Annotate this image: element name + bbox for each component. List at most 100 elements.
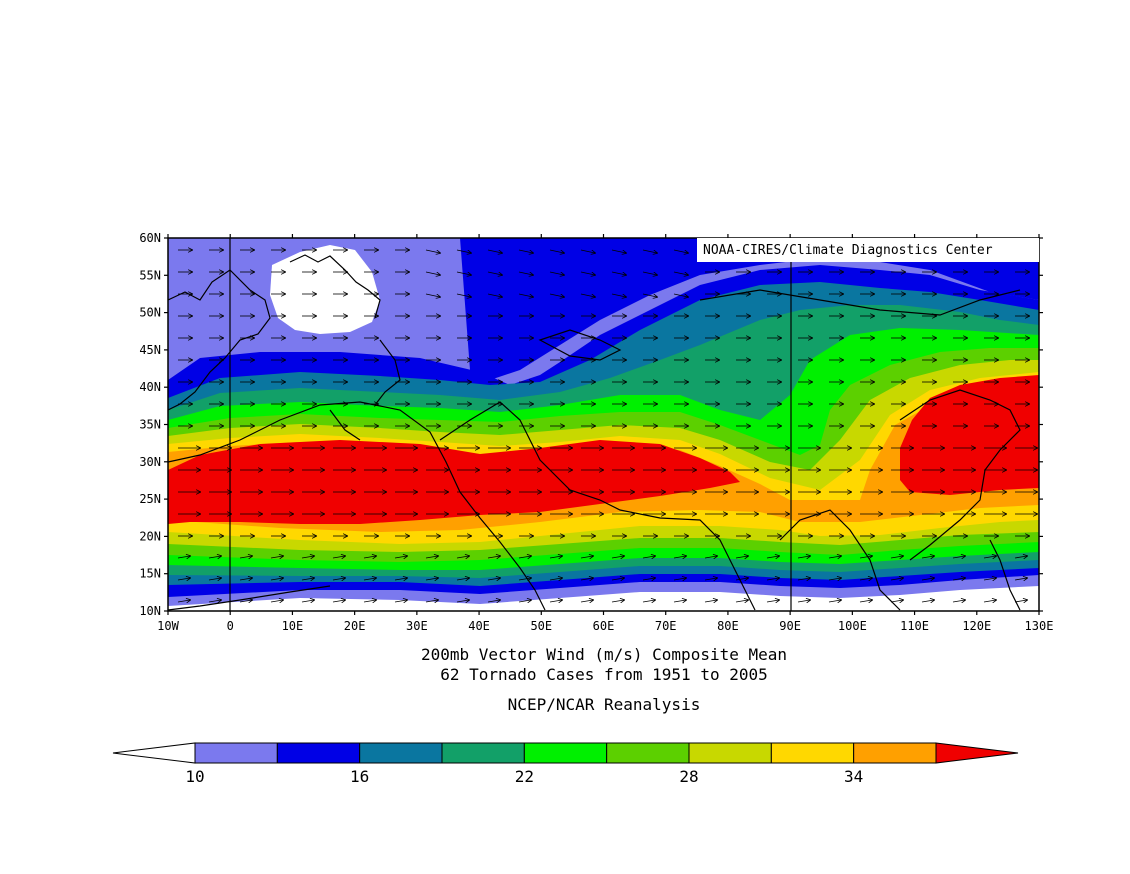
colorbar-swatch	[853, 742, 937, 764]
wind-arrow	[611, 271, 626, 275]
wind-arrow	[580, 578, 593, 580]
wind-arrow	[766, 600, 779, 602]
title-line-2: 62 Tornado Cases from 1951 to 2005	[440, 665, 768, 684]
lon-label: 40E	[468, 619, 490, 633]
wind-arrow	[425, 249, 440, 253]
wind-arrow	[487, 600, 500, 602]
wind-arrow	[270, 556, 283, 558]
lat-label: 60N	[139, 231, 161, 245]
lon-label: 120E	[962, 619, 991, 633]
wind-arrow	[921, 600, 934, 602]
wind-arrow	[549, 293, 564, 297]
wind-arrow	[208, 578, 221, 580]
wind-arrow	[301, 556, 314, 558]
lon-label: 10W	[157, 619, 179, 633]
wind-arrow	[487, 556, 500, 558]
wind-arrow	[859, 556, 872, 558]
wind-arrow	[394, 578, 407, 580]
wind-arrow	[735, 578, 748, 580]
lon-label: 80E	[717, 619, 739, 633]
lon-label: 110E	[900, 619, 929, 633]
wind-vector-arrows	[177, 249, 1037, 602]
colorbar-swatch	[688, 742, 772, 764]
wind-arrow	[890, 600, 903, 602]
wind-arrow	[828, 578, 841, 580]
wind-arrow	[704, 578, 717, 580]
wind-arrow	[363, 600, 376, 602]
wind-arrow	[766, 556, 779, 558]
wind-arrow	[518, 578, 531, 580]
wind-arrow	[890, 556, 903, 558]
wind-arrow	[456, 249, 471, 253]
wind-arrow	[611, 249, 626, 253]
colorbar-swatch	[606, 742, 690, 764]
wind-arrow	[611, 293, 626, 297]
wind-arrow	[611, 556, 624, 558]
wind-arrow	[673, 293, 688, 297]
wind-arrow	[301, 578, 314, 580]
wind-arrow	[487, 249, 502, 253]
wind-arrow	[270, 578, 283, 580]
colorbar-swatch	[194, 742, 278, 764]
wind-arrow	[797, 600, 810, 602]
wind-arrow	[611, 578, 624, 580]
wind-arrow	[952, 556, 965, 558]
latitude-axis: 60N 55N 50N 45N 40N 35N 30N 25N 20N 15N 10N	[139, 231, 1043, 618]
wind-arrow	[425, 600, 438, 602]
colorbar-label: 10	[185, 767, 204, 786]
wind-arrow	[208, 556, 221, 558]
colorbar-swatch	[523, 742, 608, 764]
wind-arrow	[177, 556, 190, 558]
wind-arrow	[425, 271, 440, 275]
wind-arrow	[704, 600, 717, 602]
wind-arrow	[332, 578, 345, 580]
wind-arrow	[673, 249, 688, 253]
wind-arrow	[456, 271, 471, 275]
wind-arrow	[456, 578, 469, 580]
wind-arrow	[673, 600, 686, 602]
wind-arrow	[673, 271, 688, 275]
wind-arrow	[983, 556, 996, 558]
wind-arrow	[301, 600, 314, 602]
wind-arrow	[797, 556, 810, 558]
wind-arrow	[332, 600, 345, 602]
lat-label: 40N	[139, 380, 161, 394]
lon-label: 100E	[838, 619, 867, 633]
lon-label: 10E	[282, 619, 304, 633]
wind-arrow	[549, 578, 562, 580]
wind-arrow	[921, 556, 934, 558]
colorbar: 10 16 22 28 34	[112, 742, 1019, 786]
credit-label: NOAA-CIRES/Climate Diagnostics Center	[703, 243, 993, 258]
colorbar-label: 16	[350, 767, 369, 786]
lat-label: 10N	[139, 604, 161, 618]
title-line-1: 200mb Vector Wind (m/s) Composite Mean	[421, 645, 787, 664]
wind-arrow	[642, 600, 655, 602]
longitude-axis: 10W 0 10E 20E 30E 40E 50E 60E 70E 80E 90E 100E 110E 1…	[157, 234, 1053, 633]
lat-label: 25N	[139, 492, 161, 506]
wind-arrow	[952, 600, 965, 602]
wind-arrow	[642, 293, 657, 297]
wind-arrow	[828, 600, 841, 602]
lat-label: 35N	[139, 418, 161, 432]
wind-arrow	[425, 578, 438, 580]
wind-arrow	[673, 556, 686, 558]
wind-arrow	[580, 271, 595, 275]
lon-label: 90E	[779, 619, 801, 633]
wind-arrow	[518, 600, 531, 602]
colorbar-swatch	[276, 742, 361, 764]
wind-arrow	[797, 578, 810, 580]
lon-label: 0	[227, 619, 234, 633]
colorbar-swatch	[359, 742, 443, 764]
wind-arrow	[177, 578, 190, 580]
wind-arrow	[487, 578, 500, 580]
lon-label: 50E	[530, 619, 552, 633]
wind-arrow	[642, 271, 657, 275]
lat-label: 55N	[139, 268, 161, 282]
wind-arrow	[208, 600, 221, 602]
lat-label: 15N	[139, 567, 161, 581]
colorbar-label: 22	[515, 767, 534, 786]
wind-arrow	[859, 578, 872, 580]
wind-arrow	[642, 249, 657, 253]
wind-arrow	[642, 578, 655, 580]
lat-label: 45N	[139, 343, 161, 357]
